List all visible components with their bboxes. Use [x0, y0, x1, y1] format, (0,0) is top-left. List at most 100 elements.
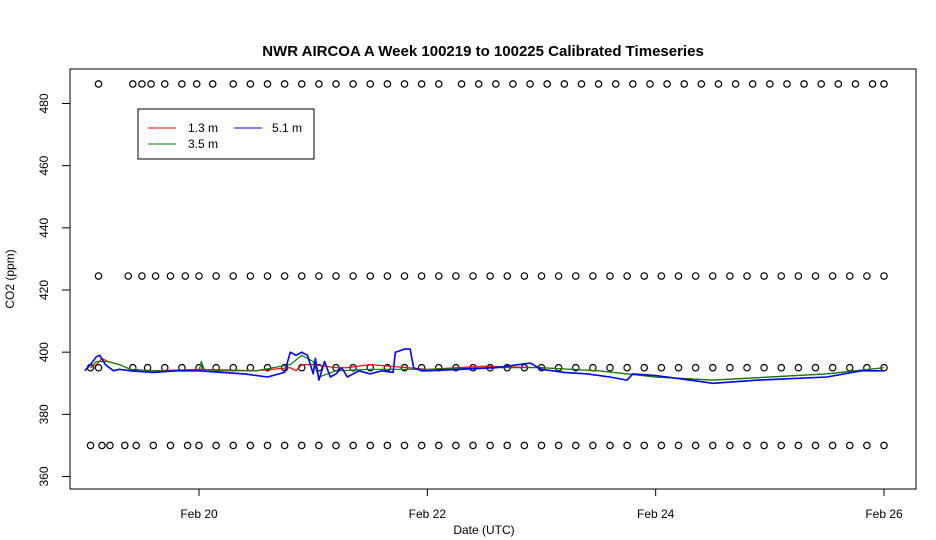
data-point	[589, 272, 597, 280]
data-point	[828, 272, 837, 280]
y-tick-label: 380	[37, 404, 51, 424]
data-point	[560, 80, 569, 88]
data-point	[229, 441, 238, 450]
data-point	[845, 272, 854, 280]
data-point	[332, 441, 340, 450]
data-point	[246, 272, 255, 280]
data-point	[195, 272, 203, 280]
data-point	[674, 441, 683, 450]
data-point	[280, 80, 289, 88]
data-point	[880, 441, 888, 450]
data-point	[828, 363, 837, 372]
data-point	[280, 441, 289, 450]
data-point	[691, 272, 700, 280]
data-point	[611, 80, 620, 88]
data-point	[748, 80, 757, 88]
data-point	[509, 80, 517, 88]
data-point	[263, 272, 272, 280]
data-point	[726, 272, 734, 280]
data-point	[880, 272, 888, 280]
data-point	[811, 441, 820, 450]
data-point	[469, 441, 477, 450]
data-point	[434, 80, 443, 88]
legend-label-1: 1.3 m	[188, 121, 218, 135]
data-point	[646, 80, 654, 88]
data-point	[697, 80, 706, 88]
data-point	[640, 441, 649, 450]
data-point	[743, 363, 751, 372]
series-lines	[84, 348, 885, 385]
data-point	[246, 363, 255, 372]
data-point	[680, 80, 689, 88]
data-point	[349, 441, 357, 450]
data-point	[663, 80, 671, 88]
data-point	[623, 363, 631, 372]
data-point	[486, 272, 494, 280]
data-point	[349, 272, 357, 280]
data-point	[149, 441, 158, 450]
data-point	[760, 272, 768, 280]
data-point	[128, 80, 137, 88]
data-point	[571, 363, 580, 372]
data-point	[229, 80, 238, 88]
data-point	[571, 441, 580, 450]
data-point	[554, 272, 563, 280]
legend-label-3: 5.1 m	[272, 121, 302, 135]
data-point	[503, 441, 512, 450]
data-point	[708, 441, 717, 450]
y-tick-label: 360	[37, 466, 51, 486]
data-point	[195, 441, 203, 450]
data-point	[383, 80, 392, 88]
data-point	[434, 272, 443, 280]
x-tick-label: Feb 22	[409, 507, 447, 521]
data-point	[315, 272, 323, 280]
data-point	[743, 272, 751, 280]
data-point	[760, 441, 768, 450]
data-point	[315, 441, 323, 450]
data-point	[315, 80, 323, 88]
data-point	[208, 80, 217, 88]
data-point	[492, 80, 500, 88]
data-point	[138, 80, 146, 88]
data-point	[400, 272, 409, 280]
data-point	[623, 441, 631, 450]
data-point	[349, 80, 357, 88]
data-point	[777, 272, 786, 280]
legend: 1.3 m 3.5 m 5.1 m	[137, 108, 315, 160]
data-point	[383, 441, 392, 450]
data-point	[178, 80, 186, 88]
data-point	[383, 272, 392, 280]
data-point	[811, 363, 820, 372]
data-point	[657, 441, 666, 450]
data-point	[297, 441, 306, 450]
plot-frame	[69, 68, 917, 490]
data-point	[94, 272, 103, 280]
y-tick-label: 400	[37, 342, 51, 362]
data-point	[246, 441, 255, 450]
data-point	[777, 363, 786, 372]
data-point	[166, 272, 175, 280]
data-point	[554, 363, 563, 372]
data-point	[212, 272, 220, 280]
data-point	[212, 441, 220, 450]
data-point	[297, 272, 306, 280]
data-point	[120, 441, 129, 450]
data-point	[868, 80, 877, 88]
y-tick-label: 420	[37, 280, 51, 300]
data-point	[246, 80, 255, 88]
data-point	[263, 441, 272, 450]
data-point	[457, 80, 466, 88]
data-point	[794, 363, 803, 372]
data-point	[783, 80, 791, 88]
data-point	[452, 272, 460, 280]
data-point	[151, 272, 160, 280]
data-point	[606, 363, 614, 372]
data-point	[766, 80, 774, 88]
data-point	[594, 80, 603, 88]
data-point	[674, 363, 683, 372]
x-tick-label: Feb 26	[865, 507, 903, 521]
data-point	[794, 272, 803, 280]
data-point	[777, 441, 786, 450]
data-point	[520, 272, 529, 280]
data-point	[811, 272, 820, 280]
